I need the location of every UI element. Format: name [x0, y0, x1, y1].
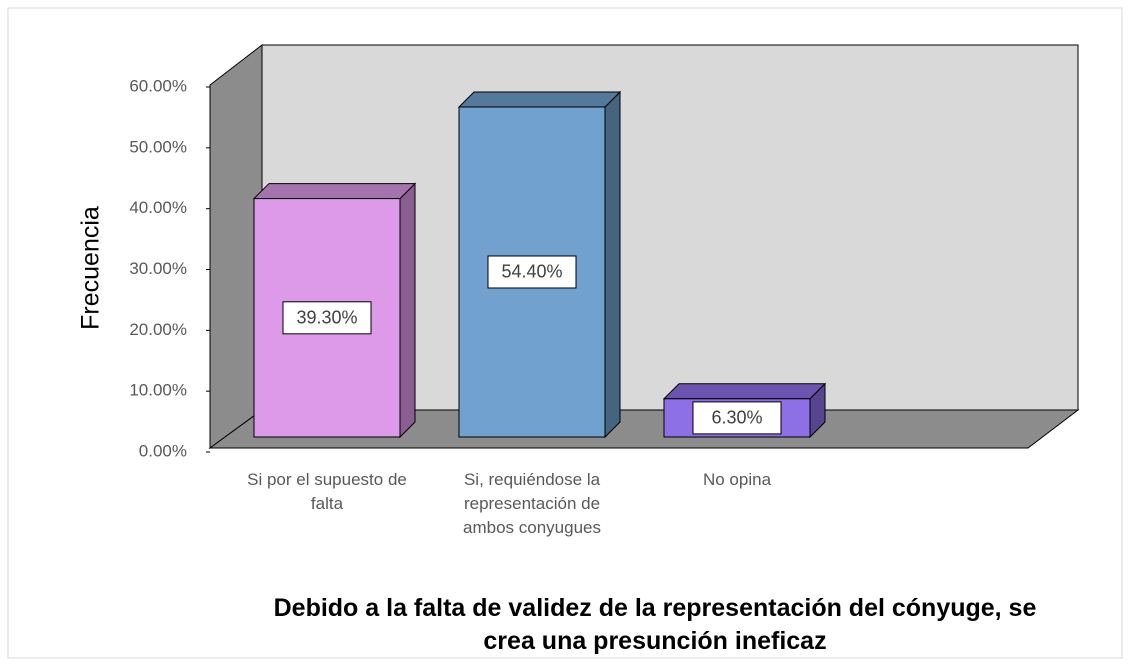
x-tick-label: No opina [702, 470, 772, 489]
y-tick-label: 20.00% [129, 320, 187, 339]
y-axis-label: Frecuencia [77, 206, 105, 330]
y-tick-label: 10.00% [129, 381, 187, 400]
bar-top [457, 91, 622, 108]
x-tick-label: Si por el supuesto de falta [247, 470, 407, 513]
bar-top [252, 183, 417, 200]
x-tick-label: Si, requiéndose la representación de amb… [463, 470, 601, 537]
y-tick-label: 50.00% [129, 137, 187, 156]
data-label: 54.40% [501, 262, 562, 282]
data-label-box [487, 255, 577, 289]
data-label-box [282, 301, 372, 335]
floor [208, 409, 1080, 449]
data-label: 39.30% [296, 308, 357, 328]
y-tick-label: 60.00% [129, 76, 187, 95]
y-tick-label: 30.00% [129, 259, 187, 278]
y-tick-label: 40.00% [129, 198, 187, 217]
bar-side [604, 90, 621, 439]
bar-top [662, 383, 827, 400]
data-label-box [692, 401, 782, 435]
data-label: 6.30% [711, 408, 762, 428]
y-tick-label: 0.00% [139, 441, 187, 460]
bar-side [399, 182, 416, 439]
chart-title: Debido a la falta de validez de la repre… [273, 594, 1037, 655]
